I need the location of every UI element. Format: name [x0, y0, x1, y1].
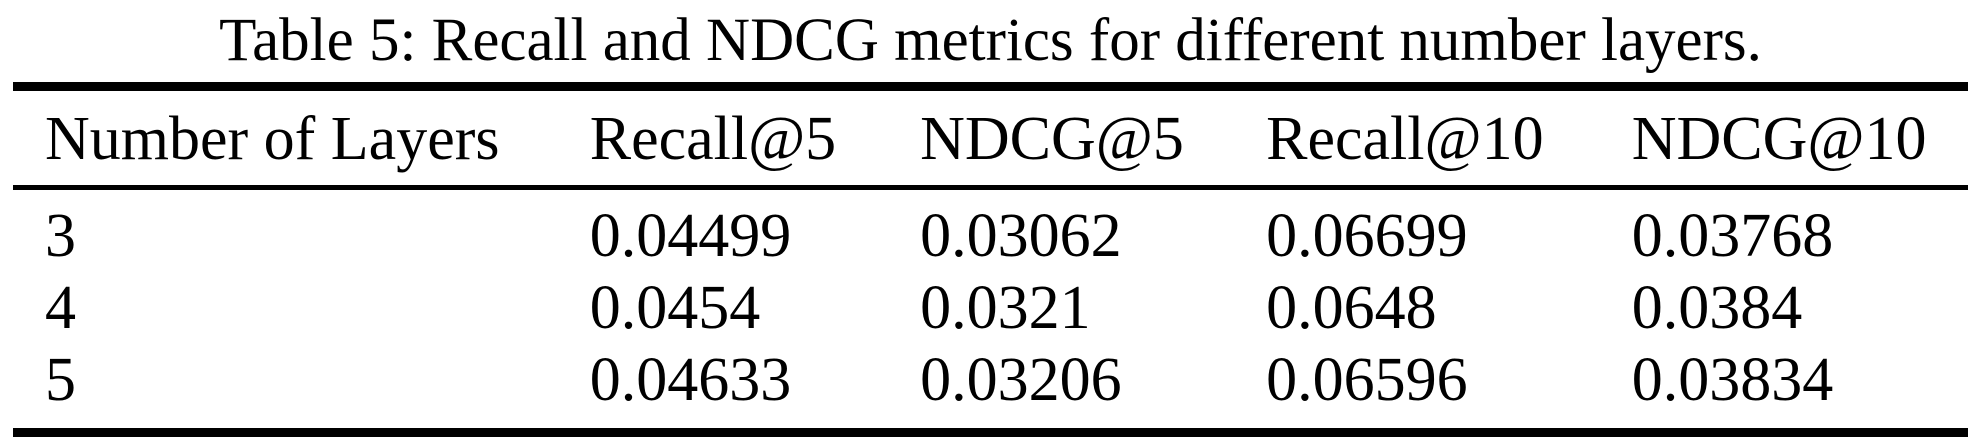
cell-recall5: 0.0454 — [589, 274, 761, 342]
cell-recall10: 0.06699 — [1266, 202, 1468, 270]
table-caption: Table 5: Recall and NDCG metrics for dif… — [219, 7, 1762, 74]
cell-layers: 4 — [45, 274, 76, 342]
cell-recall10: 0.06596 — [1266, 346, 1468, 414]
col-header-number-of-layers: Number of Layers — [45, 105, 500, 173]
cell-layers: 5 — [45, 346, 76, 414]
col-header-recall-at-5: Recall@5 — [589, 105, 837, 173]
table-row: 4 0.0454 0.0321 0.0648 0.0384 — [13, 272, 1968, 344]
cell-ndcg10: 0.03834 — [1631, 346, 1834, 414]
cell-ndcg10: 0.0384 — [1631, 274, 1803, 342]
cell-ndcg5: 0.03206 — [920, 346, 1122, 414]
col-header-ndcg-at-10: NDCG@10 — [1631, 105, 1927, 173]
header-row: Number of Layers Recall@5 NDCG@5 Recall@… — [13, 87, 1968, 188]
table-row: 5 0.04633 0.03206 0.06596 0.03834 — [13, 344, 1968, 433]
cell-recall5: 0.04499 — [589, 202, 792, 270]
metrics-table: Number of Layers Recall@5 NDCG@5 Recall@… — [13, 82, 1968, 437]
cell-layers: 3 — [45, 202, 76, 270]
col-header-ndcg-at-5: NDCG@5 — [920, 105, 1184, 173]
cell-ndcg5: 0.03062 — [920, 202, 1122, 270]
cell-recall10: 0.0648 — [1266, 274, 1437, 342]
cell-recall5: 0.04633 — [589, 346, 792, 414]
col-header-recall-at-10: Recall@10 — [1266, 105, 1544, 173]
table-body: 3 0.04499 0.03062 0.06699 0.03768 4 0.04… — [13, 188, 1968, 433]
cell-ndcg10: 0.03768 — [1631, 202, 1834, 270]
cell-ndcg5: 0.0321 — [920, 274, 1091, 342]
table-header: Number of Layers Recall@5 NDCG@5 Recall@… — [13, 87, 1968, 188]
table-row: 3 0.04499 0.03062 0.06699 0.03768 — [13, 188, 1968, 273]
